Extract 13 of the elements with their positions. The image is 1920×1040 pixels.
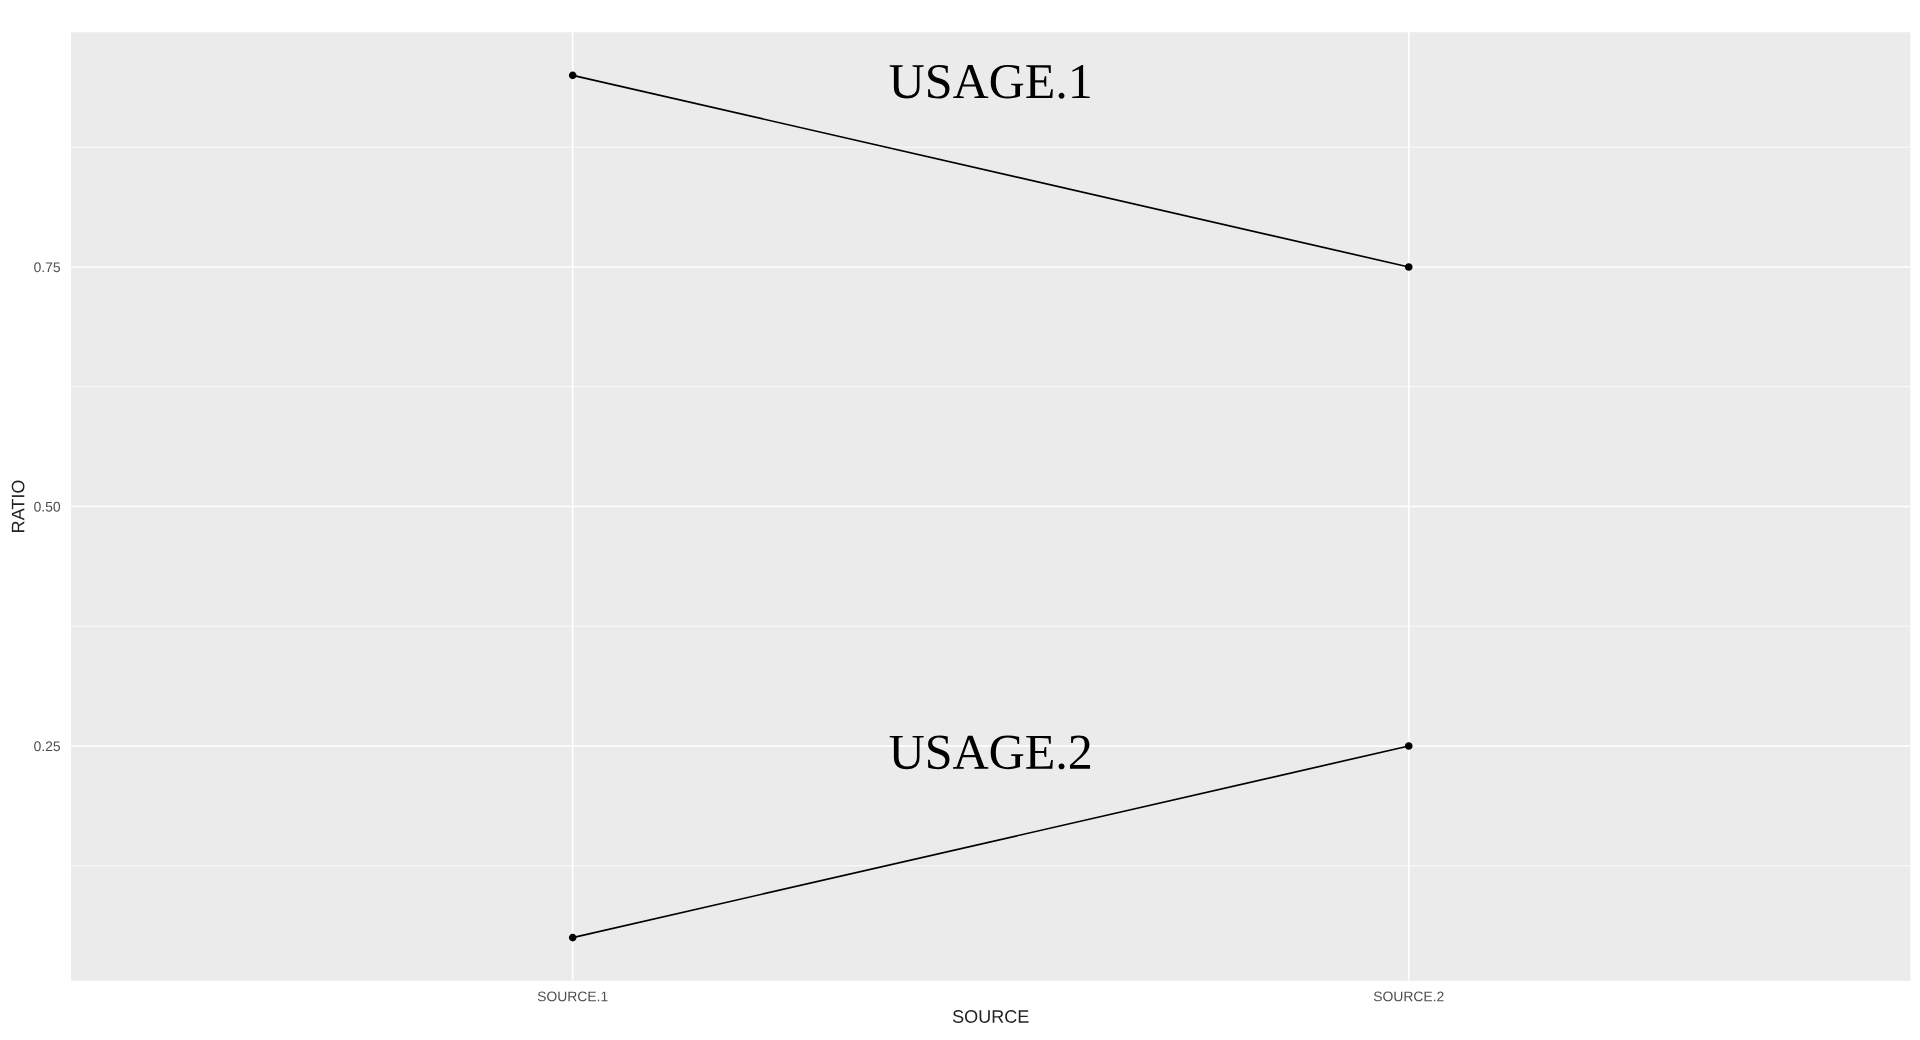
series-label: USAGE.1 [889,64,1090,99]
y-tick-label: 0.75 [34,262,61,273]
point [1404,263,1413,271]
y-axis-title: RATIO [11,480,25,532]
series-label: USAGE.2 [889,735,1091,770]
x-axis-title: SOURCE [952,1010,1029,1023]
x-tick-label: SOURCE.1 [537,991,608,1002]
x-tick-label: SOURCE.2 [1373,991,1444,1002]
y-tick-label: 0.25 [34,741,61,752]
y-tick-label: 0.50 [34,501,61,512]
point [568,71,577,80]
point [568,933,577,942]
point [1404,742,1413,750]
